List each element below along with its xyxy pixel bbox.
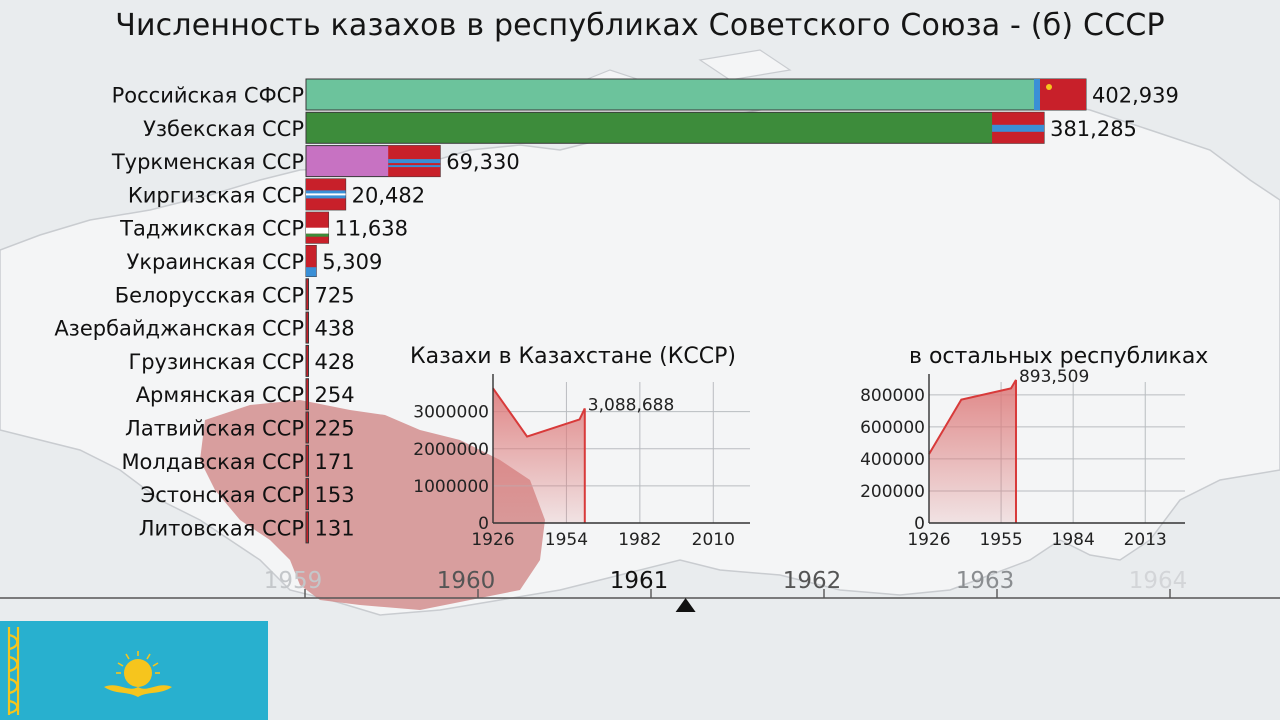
bar-category-label: Узбекская ССР [143,117,304,141]
rsfsr-flag-icon [1034,79,1086,110]
bar-value-label: 20,482 [352,183,425,207]
bar-category-label: Белорусская ССР [115,283,304,307]
x-tick-label: 2013 [1124,530,1167,550]
tjssr-flag-icon [306,212,329,244]
series-end-label: 3,088,688 [588,395,675,415]
bar [305,278,309,311]
kazakh-ssr-region [200,400,545,610]
bar-category-label: Молдавская ССР [121,450,304,474]
bar [305,378,309,411]
flag-stripe [306,227,329,234]
y-tick-label: 1000000 [413,477,489,497]
bar-value-label: 402,939 [1092,84,1179,108]
bar-category-label: Киргизская ССР [128,183,304,207]
timeline-year-label: 1961 [610,568,669,594]
x-tick-label: 1926 [907,530,950,550]
ukssr-flag-icon [306,245,317,277]
x-tick-label: 2010 [692,530,735,550]
bar-value-label: 5,309 [322,250,382,274]
bar-category-label: Украинская ССР [127,250,304,274]
x-tick-label: 1982 [618,530,661,550]
y-tick-label: 800000 [860,386,925,406]
flag-stripe [1034,79,1040,110]
timeline-year-label: 1963 [956,568,1015,594]
sun-eagle-icon [104,651,172,697]
flag-stripe [306,233,329,237]
bar-category-label: Туркменская ССР [111,150,304,174]
flag-stripe [388,165,441,168]
timeline-year-label: 1964 [1129,568,1188,594]
series-line [928,379,1017,455]
bar [305,511,309,544]
bar [305,111,1045,144]
bar [305,344,309,377]
bar [305,444,309,477]
bar-value-label: 254 [315,383,355,407]
bar-value-label: 381,285 [1050,117,1137,141]
bar-value-label: 428 [315,350,355,374]
bar-category-label: Грузинская ССР [128,350,304,374]
area-fill [929,379,1016,523]
bar [305,311,309,344]
bar-category-label: Латвийская ССР [125,417,304,441]
series-end-label: 893,509 [1019,367,1089,387]
bar [305,411,309,444]
bar-category-label: Российская СФСР [112,84,304,108]
flag-star [1046,84,1052,90]
y-tick-label: 3000000 [413,403,489,423]
flag-stripe [992,124,1045,132]
ornament-icon [7,627,20,715]
bar-category-label: Эстонская ССР [141,483,304,507]
y-tick-label: 200000 [860,482,925,502]
bar-value-label: 131 [315,516,355,540]
bar [305,78,1087,111]
series-line [492,387,586,438]
chart-title: Численность казахов в республиках Советс… [115,8,1165,43]
bar-value-label: 171 [315,450,355,474]
uzssr-flag-icon [992,112,1045,144]
flag-stripe [388,159,441,164]
bar-category-label: Литовская ССР [139,516,304,540]
timeline-year-label: 1962 [783,568,842,594]
timeline-year-label: 1960 [437,568,496,594]
x-tick-label: 1955 [979,530,1022,550]
flag-stripe [306,193,346,196]
y-tick-label: 2000000 [413,440,489,460]
y-tick-label: 0 [478,514,489,534]
timeline-marker-icon [675,598,696,612]
bar-value-label: 153 [315,483,355,507]
bar-category-label: Таджикская ССР [119,217,304,241]
bar-value-label: 438 [315,317,355,341]
inset-kazakh-ssr-title: Казахи в Казахстане (КССР) [410,344,736,369]
y-tick-label: 400000 [860,450,925,470]
bar-value-label: 11,638 [335,217,408,241]
kgssr-flag-icon [306,178,346,210]
bar-category-label: Армянская ССР [136,383,304,407]
bar-value-label: 725 [315,283,355,307]
x-tick-label: 1954 [545,530,588,550]
timeline-year-label: 1959 [264,568,323,594]
kazakhstan-flag [0,621,268,720]
bar [305,478,309,511]
bar-value-label: 69,330 [446,150,519,174]
flag-field [1034,79,1086,110]
tkssr-flag-icon [388,145,441,177]
bar-value-label: 225 [315,417,355,441]
y-tick-label: 600000 [860,418,925,438]
flag-stripe [306,267,317,277]
flag-field [306,245,317,277]
y-tick-label: 0 [914,514,925,534]
x-tick-label: 1926 [471,530,514,550]
x-tick-label: 1984 [1052,530,1095,550]
bar-category-label: Азербайджанская ССР [54,317,304,341]
inset-other-republics-title: в остальных республиках [909,344,1209,369]
